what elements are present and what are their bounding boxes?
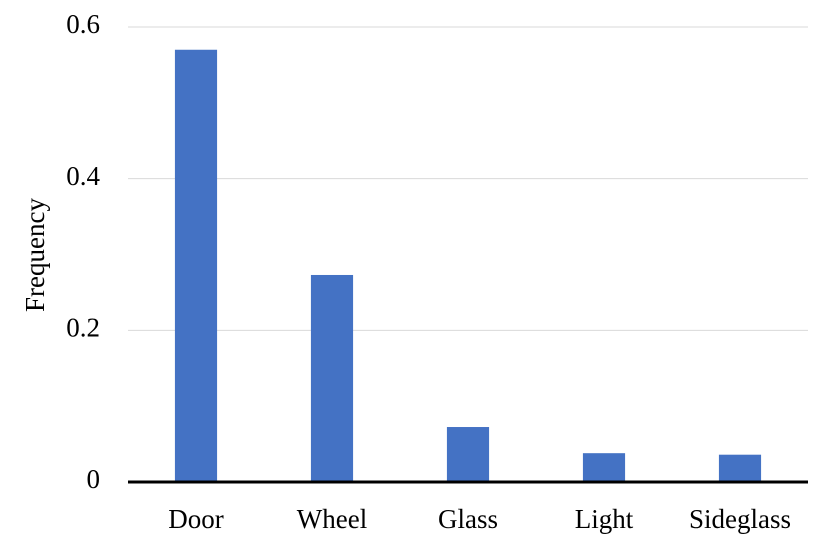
x-tick-label: Sideglass — [689, 504, 791, 534]
bar — [582, 453, 626, 482]
x-tick-label: Light — [575, 504, 634, 534]
bar — [174, 49, 218, 482]
bar — [310, 274, 354, 482]
y-tick-label: 0.2 — [66, 313, 100, 343]
y-tick-label: 0.6 — [66, 9, 100, 39]
x-tick-label: Glass — [438, 504, 498, 534]
x-tick-label: Wheel — [297, 504, 367, 534]
bar — [446, 427, 490, 482]
y-axis-label: Frequency — [20, 198, 50, 312]
x-tick-label: Door — [168, 504, 224, 534]
y-tick-label: 0 — [87, 464, 101, 494]
y-tick-label: 0.4 — [66, 161, 100, 191]
bar — [718, 454, 762, 482]
